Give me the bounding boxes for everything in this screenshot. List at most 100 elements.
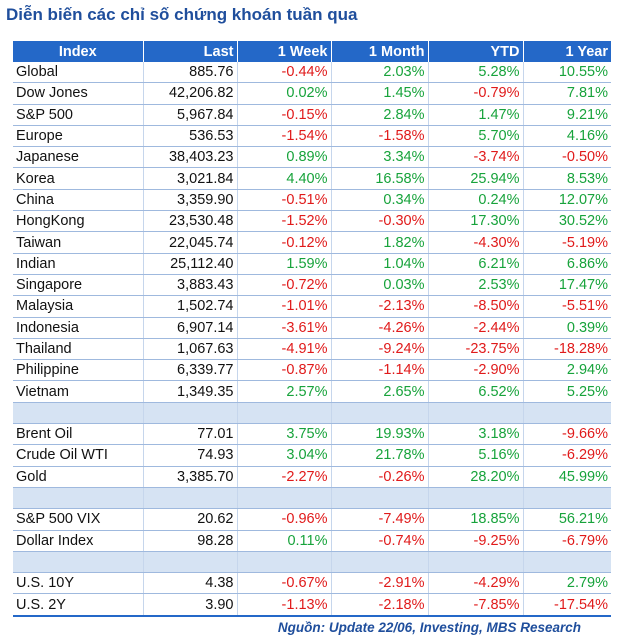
table-row: Malaysia 1,502.74 -1.01% -2.13% -8.50% -5.51% — [13, 295, 611, 318]
index-name-cell: HongKong — [13, 210, 144, 233]
header-row: Index Last 1 Week 1 Month YTD 1 Year — [13, 41, 611, 62]
index-name-cell: Taiwan — [13, 231, 144, 254]
last-value-cell: 3,359.90 — [143, 189, 238, 212]
index-name-cell: China — [13, 189, 144, 212]
year-change-cell: 4.16% — [523, 125, 611, 148]
ytd-change-cell: -3.74% — [428, 146, 524, 169]
last-value-cell: 885.76 — [143, 62, 238, 84]
month-change-cell: 2.65% — [331, 380, 429, 403]
ytd-change-cell: 17.30% — [428, 210, 524, 233]
index-name-cell: Dow Jones — [13, 82, 144, 105]
last-value-cell: 42,206.82 — [143, 82, 238, 105]
last-value-cell: 3,385.70 — [143, 466, 238, 488]
week-change-cell: -2.27% — [237, 466, 332, 488]
index-name-cell: Global — [13, 62, 144, 84]
table-row: China 3,359.90 -0.51% 0.34% 0.24% 12.07% — [13, 189, 611, 212]
spacer-cell — [13, 551, 144, 574]
month-change-cell: 1.82% — [331, 231, 429, 254]
month-change-cell: 1.45% — [331, 82, 429, 105]
ytd-change-cell: 6.52% — [428, 380, 524, 403]
index-name-cell: Malaysia — [13, 295, 144, 318]
ytd-change-cell: 25.94% — [428, 167, 524, 190]
month-change-cell: 2.03% — [331, 62, 429, 84]
last-value-cell: 5,967.84 — [143, 104, 238, 126]
year-change-cell: 6.86% — [523, 253, 611, 275]
month-change-cell: -4.26% — [331, 317, 429, 339]
last-value-cell: 22,045.74 — [143, 231, 238, 254]
month-change-cell: 16.58% — [331, 167, 429, 190]
spacer-cell — [237, 402, 332, 425]
month-change-cell: 0.03% — [331, 274, 429, 297]
last-value-cell: 25,112.40 — [143, 253, 238, 275]
ytd-change-cell: -0.79% — [428, 82, 524, 105]
spacer-cell — [428, 551, 524, 574]
last-value-cell: 23,530.48 — [143, 210, 238, 233]
ytd-change-cell: -2.90% — [428, 359, 524, 382]
spacer-row — [13, 551, 611, 574]
spacer-cell — [143, 402, 238, 425]
week-change-cell: -0.96% — [237, 508, 332, 531]
table-row: Gold 3,385.70 -2.27% -0.26% 28.20% 45.99% — [13, 466, 611, 488]
last-value-cell: 6,339.77 — [143, 359, 238, 382]
year-change-cell: -5.19% — [523, 231, 611, 254]
market-table: Index Last 1 Week 1 Month YTD 1 Year Glo… — [13, 41, 611, 617]
table-body: Global 885.76 -0.44% 2.03% 5.28% 10.55% Dow Jo… — [13, 62, 611, 617]
month-change-cell: 19.93% — [331, 423, 429, 446]
year-change-cell: 2.94% — [523, 359, 611, 382]
spacer-cell — [428, 487, 524, 510]
year-change-cell: 17.47% — [523, 274, 611, 297]
year-change-cell: 7.81% — [523, 82, 611, 105]
year-change-cell: -9.66% — [523, 423, 611, 446]
week-change-cell: -0.72% — [237, 274, 332, 297]
ytd-change-cell: 0.24% — [428, 189, 524, 212]
index-name-cell: Korea — [13, 167, 144, 190]
index-name-cell: Indian — [13, 253, 144, 275]
last-value-cell: 77.01 — [143, 423, 238, 446]
ytd-change-cell: -23.75% — [428, 338, 524, 361]
year-change-cell: 56.21% — [523, 508, 611, 531]
last-value-cell: 3,883.43 — [143, 274, 238, 297]
week-change-cell: 0.11% — [237, 530, 332, 552]
spacer-cell — [523, 551, 611, 574]
index-name-cell: Philippine — [13, 359, 144, 382]
week-change-cell: -4.91% — [237, 338, 332, 361]
week-change-cell: -1.54% — [237, 125, 332, 148]
year-change-cell: 10.55% — [523, 62, 611, 84]
spacer-cell — [143, 487, 238, 510]
week-change-cell: 3.04% — [237, 444, 332, 467]
last-value-cell: 20.62 — [143, 508, 238, 531]
week-change-cell: -0.67% — [237, 572, 332, 595]
header-1-week: 1 Week — [237, 41, 332, 62]
ytd-change-cell: 2.53% — [428, 274, 524, 297]
week-change-cell: 1.59% — [237, 253, 332, 275]
ytd-change-cell: 6.21% — [428, 253, 524, 275]
week-change-cell: -0.12% — [237, 231, 332, 254]
index-name-cell: Japanese — [13, 146, 144, 169]
ytd-change-cell: -8.50% — [428, 295, 524, 318]
year-change-cell: -0.50% — [523, 146, 611, 169]
week-change-cell: 4.40% — [237, 167, 332, 190]
spacer-cell — [143, 551, 238, 574]
index-name-cell: Dollar Index — [13, 530, 144, 552]
spacer-cell — [13, 487, 144, 510]
index-name-cell: Gold — [13, 466, 144, 488]
month-change-cell: 21.78% — [331, 444, 429, 467]
index-name-cell: Crude Oil WTI — [13, 444, 144, 467]
last-value-cell: 3,021.84 — [143, 167, 238, 190]
week-change-cell: -0.51% — [237, 189, 332, 212]
ytd-change-cell: 5.28% — [428, 62, 524, 84]
week-change-cell: -0.44% — [237, 62, 332, 84]
month-change-cell: -9.24% — [331, 338, 429, 361]
index-name-cell: Singapore — [13, 274, 144, 297]
last-value-cell: 38,403.23 — [143, 146, 238, 169]
spacer-cell — [237, 551, 332, 574]
week-change-cell: -0.15% — [237, 104, 332, 126]
year-change-cell: 9.21% — [523, 104, 611, 126]
table-row: Japanese 38,403.23 0.89% 3.34% -3.74% -0.50% — [13, 146, 611, 169]
year-change-cell: 8.53% — [523, 167, 611, 190]
spacer-row — [13, 402, 611, 425]
table-row: S&P 500 5,967.84 -0.15% 2.84% 1.47% 9.21% — [13, 104, 611, 126]
table-row: Thailand 1,067.63 -4.91% -9.24% -23.75% -18.2… — [13, 338, 611, 361]
header-ytd: YTD — [428, 41, 524, 62]
table-row: Dollar Index 98.28 0.11% -0.74% -9.25% -6.79% — [13, 530, 611, 552]
